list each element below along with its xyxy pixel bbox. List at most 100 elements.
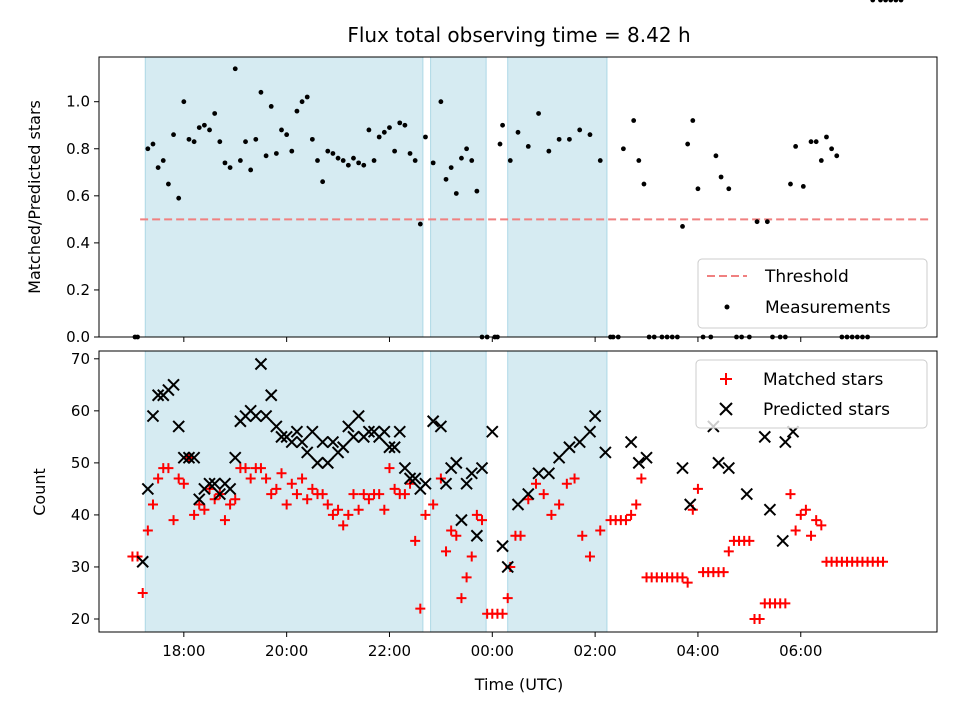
measurement-point	[304, 94, 310, 100]
measurement-point	[345, 162, 351, 168]
measurement-point	[800, 184, 806, 189]
y-tick-label: 50	[71, 454, 90, 472]
predicted-star-point	[455, 513, 468, 527]
predicted-star-point	[285, 435, 298, 449]
bottom-observing-bands	[144, 350, 608, 633]
predicted-star-point	[552, 451, 566, 464]
x-tick-label: 06:00	[779, 642, 822, 660]
measurement-point	[145, 146, 151, 152]
measurement-point	[176, 195, 182, 201]
predicted-star-point	[419, 477, 432, 490]
top-y-ticks: 0.0 0.2 0.4 0.6 0.8 1.0	[66, 93, 99, 346]
matched-star-point	[261, 473, 272, 484]
measurement-point	[381, 129, 387, 135]
matched-star-point	[569, 473, 580, 484]
predicted-star-point	[776, 534, 789, 548]
matched-star-point	[307, 483, 318, 494]
matched-star-point	[546, 509, 557, 520]
bottom-y-axis-label: Count	[30, 468, 49, 516]
measurement-point	[898, 0, 904, 3]
predicted-star-point	[712, 456, 725, 470]
measurement-point	[587, 132, 593, 138]
predicted-star-point	[532, 467, 545, 480]
matched-star-point	[399, 489, 410, 500]
measurement-point	[620, 146, 626, 152]
predicted-star-point	[362, 425, 376, 438]
predicted-star-point	[383, 441, 396, 454]
predicted-star-point	[141, 482, 155, 496]
predicted-star-point	[203, 477, 216, 490]
predicted-star-point	[151, 389, 165, 402]
matched-star-point	[163, 463, 174, 474]
matched-star-point	[497, 608, 508, 619]
matched-star-point	[451, 530, 462, 541]
predicted-star-point	[311, 456, 324, 470]
matched-star-point	[276, 468, 287, 479]
observing-band	[144, 56, 424, 338]
matched-star-point	[461, 572, 472, 583]
measurement-point	[366, 127, 372, 133]
matched-star-point	[754, 613, 765, 624]
predicted-star-point	[722, 461, 735, 475]
measurement-point	[289, 148, 295, 154]
predicted-star-point	[306, 425, 319, 438]
matched-star-point	[584, 551, 595, 562]
matched-star-point	[420, 509, 431, 520]
measurement-point	[464, 146, 469, 152]
measurement-point	[181, 99, 187, 105]
matched-star-point	[137, 587, 148, 598]
measurement-point	[243, 139, 248, 145]
y-tick-label: 0.0	[66, 328, 90, 346]
measurement-point	[402, 122, 408, 128]
measurement-point	[690, 118, 696, 123]
measurement-point	[438, 99, 444, 105]
measurement-point	[166, 181, 171, 187]
y-tick-label: 0.2	[66, 281, 90, 299]
matched-star-point	[441, 546, 452, 557]
matched-star-point	[471, 509, 482, 520]
predicted-star-point	[193, 493, 206, 506]
matched-star-point	[780, 598, 791, 609]
matched-star-point	[173, 473, 184, 484]
matched-star-point	[631, 499, 642, 510]
matched-star-point	[692, 483, 703, 494]
predicted-star-point	[295, 435, 309, 449]
predicted-star-point	[522, 487, 535, 501]
x-tick-label: 20:00	[265, 642, 308, 660]
predicted-star-point	[347, 430, 360, 444]
matched-star-point	[466, 551, 477, 562]
matched-star-point	[446, 525, 457, 536]
matched-star-point	[538, 489, 549, 500]
predicted-star-point	[301, 446, 314, 459]
predicted-star-point	[316, 435, 329, 449]
matched-star-point	[428, 499, 439, 510]
predicted-star-point	[208, 477, 221, 490]
predicted-star-point	[321, 456, 334, 470]
predicted-star-point	[450, 456, 463, 470]
measurement-point	[376, 134, 382, 140]
chart-title: Flux total observing time = 8.42 h	[347, 23, 690, 47]
y-tick-label: 0.6	[66, 187, 90, 205]
bottom-legend: Matched stars Predicted stars	[695, 359, 928, 429]
y-tick-label: 0.8	[66, 140, 90, 158]
top-x-ticks	[183, 337, 802, 342]
matched-star-point	[806, 530, 817, 541]
measurement-point	[191, 139, 197, 145]
x-tick-label: 22:00	[368, 642, 411, 660]
measurement-point	[680, 224, 685, 229]
predicted-star-point	[740, 487, 753, 501]
bottom-legend-box	[695, 359, 928, 429]
measurement-point	[726, 186, 732, 192]
matched-star-point	[554, 499, 565, 510]
matched-star-point	[317, 489, 328, 500]
matched-star-point	[379, 504, 390, 515]
predicted-star-point	[136, 555, 149, 568]
predicted-star-point	[352, 409, 365, 423]
matched-star-point	[878, 556, 889, 567]
measurement-point	[507, 158, 513, 163]
predicted-star-point	[599, 446, 612, 459]
predicted-star-point	[172, 420, 185, 433]
predicted-star-point	[426, 415, 440, 428]
matched-star-point	[168, 515, 179, 526]
matched-star-point	[595, 525, 606, 536]
